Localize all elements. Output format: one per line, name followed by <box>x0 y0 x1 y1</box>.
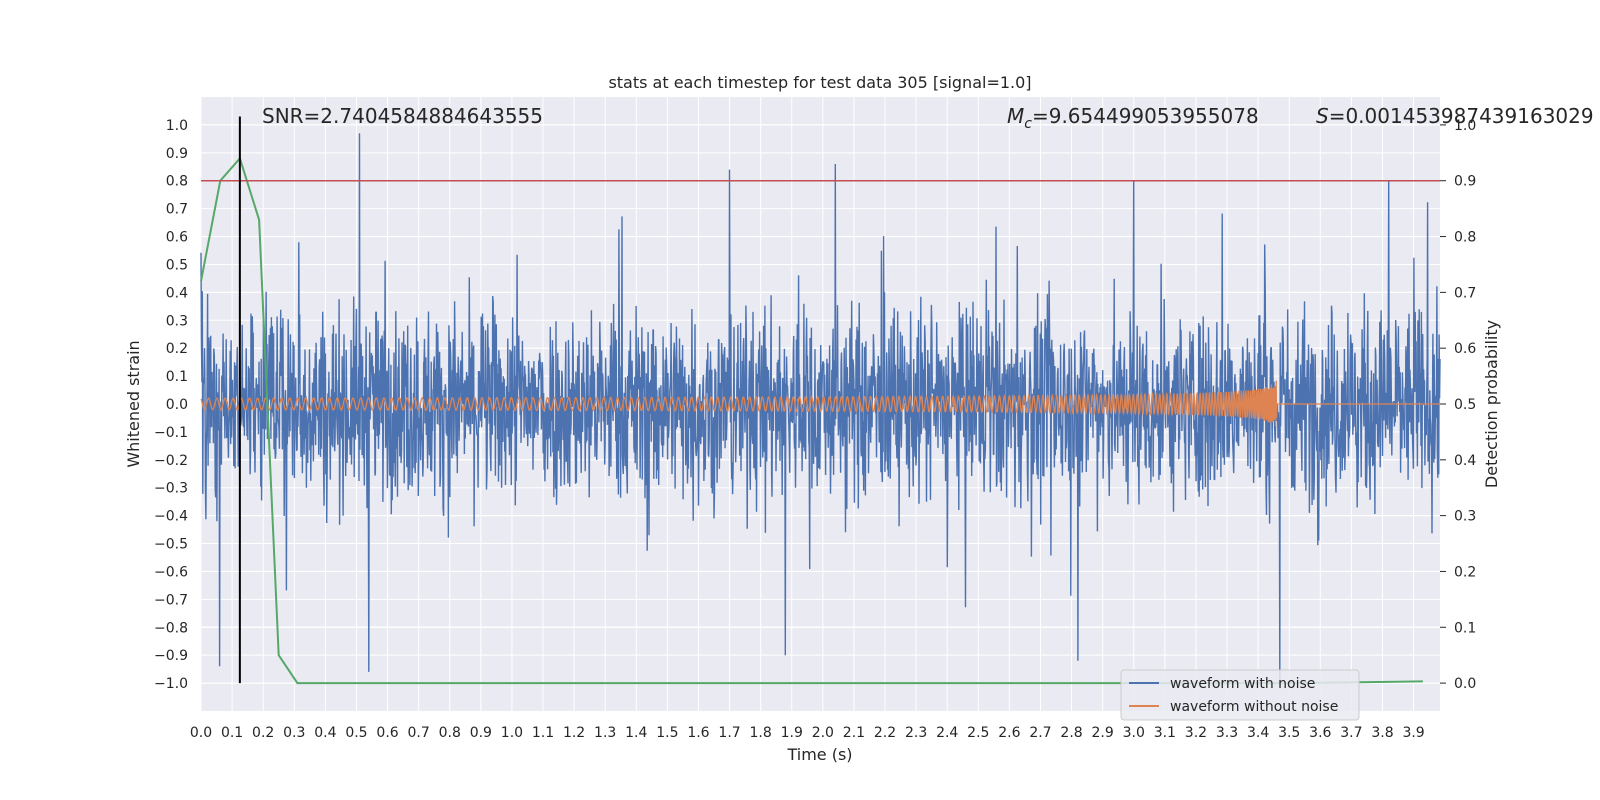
y-right-tick-label: 0.5 <box>1454 397 1476 413</box>
chirp-mass-value: =9.654499053955078 <box>1032 104 1259 128</box>
x-tick-label: 3.1 <box>1154 725 1176 741</box>
chirp-mass-symbol: M <box>1007 104 1024 128</box>
x-tick-label: 2.2 <box>874 725 896 741</box>
y-tick-label: 0.8 <box>166 174 188 190</box>
x-tick-label: 2.6 <box>998 725 1020 741</box>
y-tick-label: −0.4 <box>154 509 188 525</box>
x-tick-label: 0.4 <box>314 725 336 741</box>
x-axis-ticks: 0.0 0.1 0.2 0.3 0.4 0.5 0.6 0.7 0.8 0.9 1.0 1.1 1.2 1… <box>190 725 1425 741</box>
y-right-tick-label: 0.6 <box>1454 341 1476 357</box>
x-tick-label: 2.1 <box>843 725 865 741</box>
x-tick-label: 2.3 <box>905 725 927 741</box>
line-waveform-without-noise <box>200 380 1440 427</box>
x-tick-label: 2.8 <box>1060 725 1082 741</box>
x-tick-label: 1.2 <box>563 725 585 741</box>
y-tick-label: −0.3 <box>154 481 188 497</box>
y-tick-label: 0.9 <box>166 146 188 162</box>
x-tick-label: 2.9 <box>1092 725 1114 741</box>
y-tick-label: 0.6 <box>166 230 188 246</box>
x-tick-label: 1.1 <box>532 725 554 741</box>
x-tick-label: 2.0 <box>812 725 834 741</box>
x-tick-label: 3.3 <box>1216 725 1238 741</box>
x-tick-label: 1.3 <box>594 725 616 741</box>
x-tick-label: 3.7 <box>1340 725 1362 741</box>
x-tick-label: 2.5 <box>967 725 989 741</box>
y-right-tick-label: 0.7 <box>1454 285 1476 301</box>
y-tick-label: −0.6 <box>154 564 188 580</box>
y-tick-label: 1.0 <box>166 118 188 134</box>
s-symbol: S <box>1316 104 1329 128</box>
x-tick-label: 0.6 <box>376 725 398 741</box>
y-right-tick-label: 0.2 <box>1454 564 1476 580</box>
x-tick-label: 1.8 <box>750 725 772 741</box>
y-tick-label: 0.2 <box>166 341 188 357</box>
x-tick-label: 1.7 <box>718 725 740 741</box>
y-axis-right-ticks: 1.0 0.9 0.8 0.7 0.6 0.5 0.4 0.3 0.2 0.1 0.0 <box>1440 118 1476 692</box>
x-tick-label: 0.3 <box>283 725 305 741</box>
y-tick-label: 0.7 <box>166 202 188 218</box>
y-tick-label: −0.9 <box>154 648 188 664</box>
y-tick-label: −1.0 <box>154 676 188 692</box>
x-tick-label: 3.5 <box>1278 725 1300 741</box>
y-tick-label: 0.0 <box>166 397 188 413</box>
y-tick-label: 0.3 <box>166 313 188 329</box>
x-tick-label: 3.9 <box>1402 725 1424 741</box>
x-tick-label: 1.6 <box>687 725 709 741</box>
series-waveform-with-noise <box>200 133 1441 684</box>
x-tick-label: 2.7 <box>1029 725 1051 741</box>
y-right-tick-label: 0.1 <box>1454 620 1476 636</box>
y-tick-label: 0.4 <box>166 285 188 301</box>
snr-annotation: SNR=2.7404584884643555 <box>262 104 543 128</box>
x-tick-label: 1.9 <box>781 725 803 741</box>
legend-label-noise: waveform with noise <box>1170 676 1315 692</box>
y-right-tick-label: 0.8 <box>1454 230 1476 246</box>
x-tick-label: 3.0 <box>1123 725 1145 741</box>
y-tick-label: −0.2 <box>154 453 188 469</box>
y-tick-label: −0.7 <box>154 592 188 608</box>
y-tick-label: −0.8 <box>154 620 188 636</box>
y-axis-right-label: Detection probability <box>1482 320 1501 488</box>
x-tick-label: 1.5 <box>656 725 678 741</box>
x-tick-label: 0.9 <box>470 725 492 741</box>
x-tick-label: 3.2 <box>1185 725 1207 741</box>
y-right-tick-label: 0.0 <box>1454 676 1476 692</box>
y-tick-label: −0.5 <box>154 537 188 553</box>
legend-box <box>1120 669 1360 721</box>
x-tick-label: 0.2 <box>252 725 274 741</box>
y-right-tick-label: 0.4 <box>1454 453 1476 469</box>
y-tick-label: 0.5 <box>166 257 188 273</box>
series-detection-probability <box>200 156 1423 685</box>
legend: waveform with noise waveform without noi… <box>1120 669 1360 721</box>
x-tick-label: 0.8 <box>439 725 461 741</box>
x-tick-label: 1.4 <box>625 725 647 741</box>
x-tick-label: 0.0 <box>190 725 212 741</box>
x-axis-label: Time (s) <box>786 745 852 764</box>
x-tick-label: 3.4 <box>1247 725 1269 741</box>
legend-label-clean: waveform without noise <box>1170 699 1338 715</box>
line-detection-probability <box>200 156 1423 685</box>
x-tick-label: 1.0 <box>501 725 523 741</box>
y-right-tick-label: 0.3 <box>1454 509 1476 525</box>
y-tick-label: −0.1 <box>154 425 188 441</box>
y-right-tick-label: 1.0 <box>1454 118 1476 134</box>
x-tick-label: 2.4 <box>936 725 958 741</box>
x-tick-label: 3.6 <box>1309 725 1331 741</box>
x-tick-label: 0.1 <box>221 725 243 741</box>
x-tick-label: 0.7 <box>408 725 430 741</box>
s-value: =0.001453987439163029 <box>1329 104 1594 128</box>
chirp-mass-subscript: c <box>1024 116 1032 132</box>
s-annotation: S=0.001453987439163029 <box>1316 104 1594 128</box>
y-right-tick-label: 0.9 <box>1454 174 1476 190</box>
series-waveform-without-noise <box>200 380 1440 427</box>
line-waveform-with-noise <box>200 133 1441 684</box>
chirp-mass-annotation: Mc=9.654499053955078 <box>1007 104 1259 132</box>
x-tick-label: 3.8 <box>1371 725 1393 741</box>
y-axis-label: Whitened strain <box>124 340 143 467</box>
overlays <box>201 116 1440 684</box>
chart-title: stats at each timestep for test data 305… <box>608 73 1031 92</box>
y-tick-label: 0.1 <box>166 369 188 385</box>
y-axis-left-ticks: 1.0 0.9 0.8 0.7 0.6 0.5 0.4 0.3 0.2 0.1 0.0 −0.1 −0.… <box>154 118 188 692</box>
x-tick-label: 0.5 <box>345 725 367 741</box>
